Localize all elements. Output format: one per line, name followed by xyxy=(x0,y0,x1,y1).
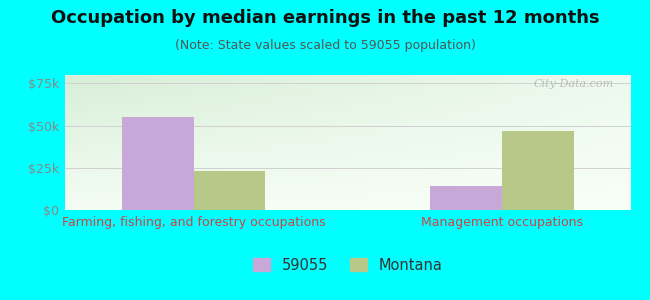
Bar xyxy=(194,171,265,210)
Text: City-Data.com: City-Data.com xyxy=(534,79,614,89)
Text: (Note: State values scaled to 59055 population): (Note: State values scaled to 59055 popu… xyxy=(175,39,475,52)
Text: Occupation by median earnings in the past 12 months: Occupation by median earnings in the pas… xyxy=(51,9,599,27)
Bar xyxy=(430,186,502,210)
Bar xyxy=(122,117,194,210)
Bar xyxy=(502,131,574,210)
Legend: 59055, Montana: 59055, Montana xyxy=(252,258,443,273)
